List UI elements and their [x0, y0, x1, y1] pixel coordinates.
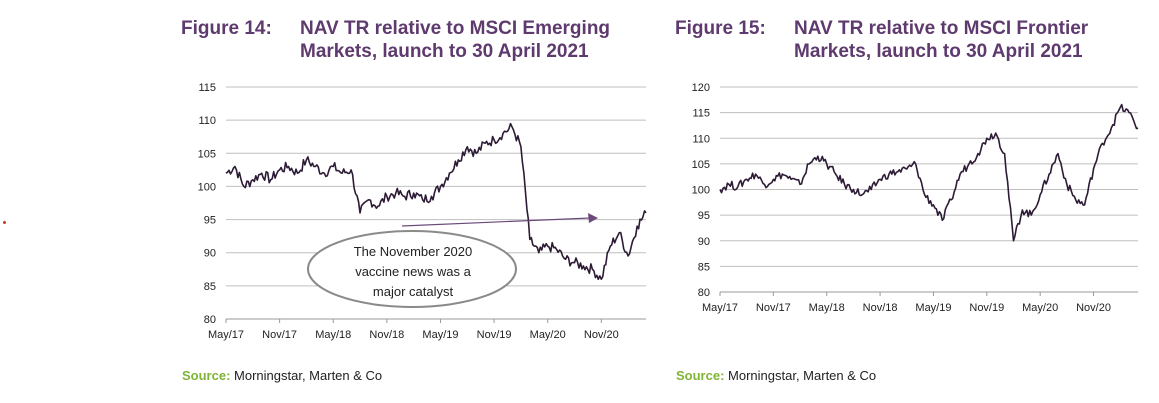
figure-14-series-line: [225, 122, 647, 281]
figure-14-y-ticks: 80 85 90 95 100 105 110 115: [198, 82, 216, 326]
figure-15-number: Figure 15:: [675, 18, 766, 39]
x-tick-label: Nov/19: [477, 329, 512, 341]
source-label: Source:: [182, 368, 231, 383]
figure-14-title-text: NAV TR relative to MSCI Emerging Markets…: [300, 17, 610, 63]
x-tick-label: May/19: [422, 329, 458, 341]
annotation-line-2: vaccine news was a: [355, 264, 471, 279]
figure-14-title-line2: Markets, launch to 30 April 2021: [300, 41, 589, 62]
figure-14-gridlines: [226, 86, 646, 320]
y-tick-label: 80: [204, 314, 216, 326]
figure-15-panel: Figure 15: NAV TR relative to MSCI Front…: [660, 0, 1159, 403]
annotation-line-1: The November 2020: [354, 244, 473, 259]
x-tick-label: May/18: [315, 329, 351, 341]
figure-15-source: Source: Morningstar, Marten & Co: [676, 368, 876, 383]
figure-15-title-text: NAV TR relative to MSCI Frontier Markets…: [794, 17, 1088, 63]
figure-14-number: Figure 14:: [181, 18, 272, 39]
y-tick-label: 110: [198, 115, 216, 127]
y-tick-label: 115: [198, 82, 216, 94]
x-tick-label: Nov/20: [584, 329, 619, 341]
x-tick-label: Nov/17: [262, 329, 297, 341]
y-tick-label: 90: [204, 248, 216, 260]
figure-14-annotation: The November 2020 vaccine news was a maj…: [307, 213, 598, 308]
annotation-arrow-head: [588, 213, 598, 223]
annotation-bubble: [307, 230, 517, 308]
figure-14-source: Source: Morningstar, Marten & Co: [182, 368, 382, 383]
figure-14-title-line1: NAV TR relative to MSCI Emerging: [300, 18, 611, 39]
y-tick-label: 95: [204, 215, 216, 227]
figure-14-title: Figure 14: NAV TR relative to MSCI Emerg…: [181, 17, 651, 63]
figure-15-title: Figure 15: NAV TR relative to MSCI Front…: [675, 17, 1145, 63]
annotation-line-3: major catalyst: [373, 284, 454, 299]
source-label: Source:: [676, 368, 725, 383]
x-tick-label: May/20: [530, 329, 566, 341]
x-tick-label: May/17: [208, 329, 244, 341]
y-tick-label: 105: [198, 148, 216, 160]
y-tick-label: 100: [198, 181, 216, 193]
figure-14-panel: Figure 14: NAV TR relative to MSCI Emerg…: [181, 17, 651, 383]
source-text: Morningstar, Marten & Co: [234, 368, 383, 383]
y-tick-label: 85: [204, 281, 216, 293]
stray-red-dot: [3, 221, 6, 224]
x-tick-label: Nov/18: [369, 329, 404, 341]
source-text: Morningstar, Marten & Co: [728, 368, 877, 383]
annotation-arrow-line: [401, 217, 591, 227]
figure-15-title-line1: NAV TR relative to MSCI Frontier: [794, 18, 1089, 39]
figure-14-chart: 80 85 90 95 100 105 110 115 May/17 Nov/17 May/18 N…: [198, 82, 647, 341]
figure-15-title-line2: Markets, launch to 30 April 2021: [794, 41, 1083, 62]
figure-14-x-ticks: May/17 Nov/17 May/18 Nov/18 May/19 Nov/19 May/…: [208, 319, 619, 341]
